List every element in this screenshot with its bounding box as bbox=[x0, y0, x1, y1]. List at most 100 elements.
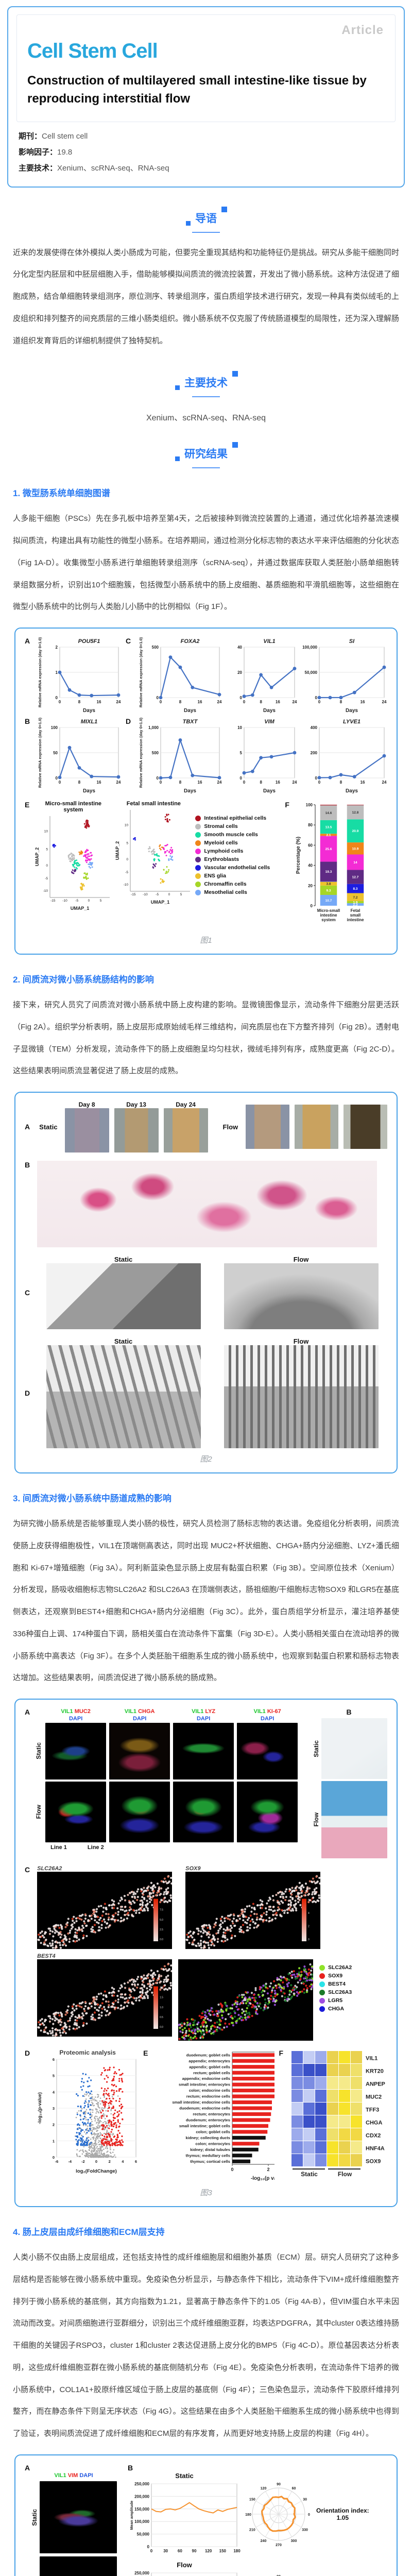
fig4-a-static-image bbox=[39, 2481, 117, 2554]
legend-swatch-icon bbox=[195, 815, 201, 821]
fig3-sox9-title: SOX9 bbox=[185, 1866, 201, 1872]
legend-item: Lymphoid cells bbox=[195, 848, 282, 854]
svg-text:16: 16 bbox=[198, 780, 202, 785]
svg-text:-10: -10 bbox=[63, 899, 68, 903]
legend-swatch-icon bbox=[319, 2006, 325, 2012]
svg-text:8: 8 bbox=[78, 700, 81, 704]
legend-item: Chromaffin cells bbox=[195, 881, 282, 887]
intro-body: 近来的发展使得在体外模拟人类小肠成为可能，但要完全重现其结构和功能特征仍是挑战。… bbox=[13, 248, 400, 345]
svg-text:90: 90 bbox=[277, 2575, 281, 2576]
svg-text:FOXA2: FOXA2 bbox=[181, 638, 200, 645]
svg-text:0: 0 bbox=[59, 780, 61, 785]
fig1-vim-chart: VIM 0 5 10 0 8 16 24 Days bbox=[237, 719, 297, 794]
svg-text:Days: Days bbox=[263, 788, 276, 794]
legend-swatch-icon bbox=[195, 873, 201, 879]
result-4-title: 4. 肠上皮层由成纤维细胞和ECM层支持 bbox=[13, 2227, 165, 2238]
meta-journal: 期刊：Cell stem cell bbox=[19, 130, 393, 141]
svg-text:0: 0 bbox=[56, 696, 58, 700]
svg-text:0: 0 bbox=[160, 700, 162, 704]
fig4-b-flow-title: Flow bbox=[177, 2561, 192, 2569]
header-card: Article Cell Stem Cell Construction of m… bbox=[7, 6, 405, 188]
svg-text:12.8: 12.8 bbox=[352, 811, 359, 815]
svg-text:210: 210 bbox=[249, 2529, 255, 2532]
legend-item: Erythroblasts bbox=[195, 856, 282, 862]
svg-text:10: 10 bbox=[237, 725, 242, 730]
svg-text:3.8: 3.8 bbox=[326, 883, 331, 886]
fig3-overlay-map bbox=[178, 1959, 314, 2041]
svg-text:80: 80 bbox=[308, 823, 313, 827]
legend-item: Vascular endothelial cells bbox=[195, 865, 282, 871]
svg-text:330: 330 bbox=[302, 2529, 308, 2532]
legend-swatch-icon bbox=[195, 823, 201, 829]
fig1-umap-left-title: Micro-small intestine system bbox=[45, 801, 102, 814]
svg-text:CDX2: CDX2 bbox=[366, 2132, 381, 2139]
svg-text:Days: Days bbox=[263, 708, 276, 714]
svg-text:Relative mRNA expression (day: Relative mRNA expression (day 0=1.0) bbox=[38, 717, 42, 788]
svg-text:0: 0 bbox=[239, 696, 242, 700]
svg-text:40: 40 bbox=[237, 645, 242, 650]
fig3-heatmap: VIL1 KRT20 ANPEP MUC2 TFF3 CHGA CDX2 HNF4A SOX9 S… bbox=[291, 2051, 385, 2178]
fig4-a-flow-image bbox=[39, 2556, 117, 2576]
svg-text:-5: -5 bbox=[76, 899, 79, 903]
fig2-tem-static-image bbox=[46, 1263, 201, 1330]
legend-swatch-icon bbox=[195, 865, 201, 871]
svg-text:system: system bbox=[321, 918, 336, 922]
svg-text:2: 2 bbox=[267, 2167, 270, 2172]
svg-text:200,000: 200,000 bbox=[134, 2494, 149, 2499]
article-tag: Article bbox=[341, 23, 384, 37]
meta-impact-value: 19.8 bbox=[57, 147, 73, 157]
svg-text:2.1: 2.1 bbox=[326, 834, 331, 837]
result-1-body: 人多能干细胞（PSCs）先在多孔板中培养至第4天，之后被接种到微流控装置的上通道… bbox=[13, 514, 400, 612]
svg-text:100: 100 bbox=[51, 725, 58, 730]
svg-text:Days: Days bbox=[83, 708, 95, 714]
legend-swatch-icon bbox=[319, 1989, 325, 1995]
svg-text:0: 0 bbox=[310, 904, 313, 908]
legend-item: Smooth muscle cells bbox=[195, 832, 282, 838]
fig3-panel-a-label: A bbox=[25, 1708, 30, 1717]
svg-text:-log₁₀(p-value): -log₁₀(p-value) bbox=[37, 2092, 42, 2124]
svg-text:1: 1 bbox=[53, 2139, 55, 2143]
svg-text:small intestine; enterocytes: small intestine; enterocytes bbox=[179, 2082, 230, 2087]
svg-text:8: 8 bbox=[260, 700, 262, 704]
legend-label: SLC26A3 bbox=[328, 1989, 352, 1996]
fig1-foxa2-chart: FOXA2 0 500 0 8 16 24 Days Relative mRNA express… bbox=[139, 637, 222, 714]
svg-text:0.0: 0.0 bbox=[160, 1938, 163, 1941]
svg-text:Fetal: Fetal bbox=[351, 908, 360, 913]
legend-swatch-icon bbox=[195, 840, 201, 846]
fig2-microvilli-flow-image bbox=[224, 1345, 379, 1449]
svg-text:6: 6 bbox=[53, 2057, 55, 2062]
fig2-flow-day8-image bbox=[246, 1105, 290, 1149]
svg-text:-5: -5 bbox=[126, 871, 129, 874]
legend-item: SLC26A3 bbox=[319, 1989, 352, 1995]
meta-block: 期刊：Cell stem cell 影响因子：19.8 主要技术：Xenium、… bbox=[19, 130, 393, 173]
svg-text:5: 5 bbox=[100, 899, 102, 903]
svg-text:10.7: 10.7 bbox=[325, 899, 332, 903]
svg-text:LYVE1: LYVE1 bbox=[343, 719, 360, 725]
svg-text:90: 90 bbox=[192, 2549, 197, 2553]
svg-text:duodenum; endocrine cells: duodenum; endocrine cells bbox=[180, 2106, 231, 2111]
svg-text:250,000: 250,000 bbox=[134, 2482, 149, 2486]
svg-text:duodenum; goblet cells: duodenum; goblet cells bbox=[186, 2053, 230, 2057]
legend-label: Erythroblasts bbox=[204, 856, 239, 863]
svg-text:appendix; enterocytes: appendix; enterocytes bbox=[189, 2059, 231, 2063]
legend-swatch-icon bbox=[319, 1981, 325, 1987]
svg-text:SI: SI bbox=[349, 638, 355, 645]
paper-title: Construction of multilayered small intes… bbox=[27, 74, 367, 106]
svg-text:20: 20 bbox=[308, 884, 313, 888]
svg-text:24: 24 bbox=[116, 780, 121, 785]
svg-text:-6: -6 bbox=[55, 2159, 59, 2164]
fig3-volcano-plot: 0 1 2 3 4 5 6 -6 -4 -2 0 2 4 6 log₂(FoldChange) -log₁₀(… bbox=[37, 2057, 137, 2174]
fig2-c-flow-label: Flow bbox=[293, 1256, 309, 1264]
svg-text:Days: Days bbox=[184, 788, 196, 794]
svg-text:Relative mRNA expression (day: Relative mRNA expression (day 0=1.0) bbox=[38, 637, 42, 707]
svg-text:5: 5 bbox=[46, 848, 48, 851]
svg-text:7.2: 7.2 bbox=[353, 896, 357, 900]
svg-text:5: 5 bbox=[53, 2074, 55, 2078]
svg-text:9.3: 9.3 bbox=[326, 889, 331, 893]
tech-body: Xenium、scRNA-seq、RNA-seq bbox=[146, 414, 266, 423]
svg-text:4: 4 bbox=[53, 2090, 55, 2094]
fig2-panel-a-label: A bbox=[25, 1123, 30, 1131]
fig1-panel-d-label: D bbox=[125, 717, 131, 726]
svg-text:40: 40 bbox=[308, 863, 313, 868]
svg-text:intestine: intestine bbox=[347, 918, 364, 922]
